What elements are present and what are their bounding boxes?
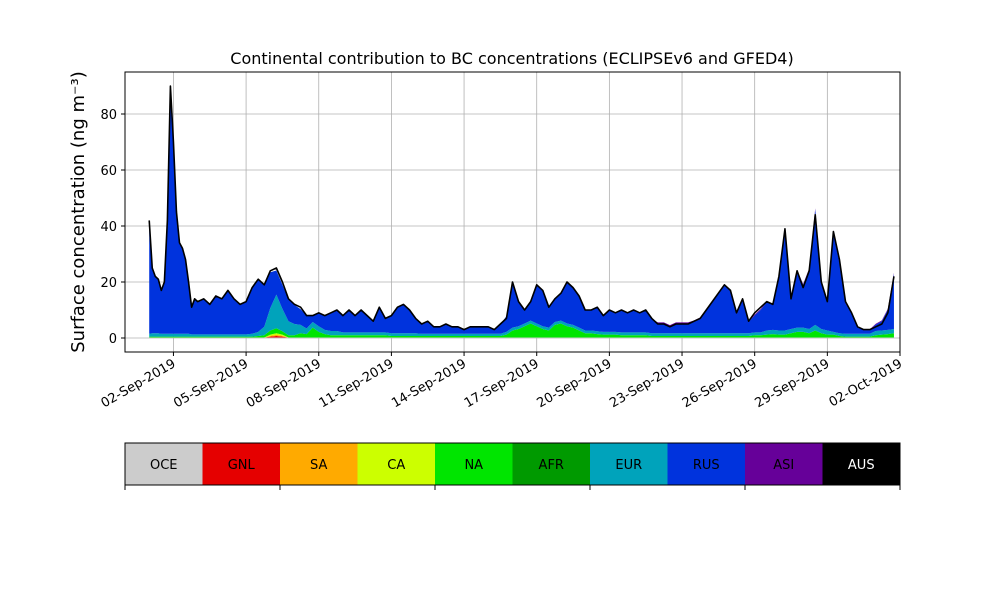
legend-swatch-rus [667, 443, 746, 485]
legend-label-eur: EUR [615, 458, 642, 473]
y-tick-label: 20 [100, 276, 117, 291]
total-line [148, 85, 895, 331]
x-tick-label: 11-Sep-2019 [317, 356, 397, 411]
legend-label-rus: RUS [693, 458, 720, 473]
legend-swatch-eur [590, 443, 668, 485]
y-tick-label: 40 [100, 220, 117, 235]
legend-label-sa: SA [310, 458, 327, 473]
legend-frame [124, 442, 901, 486]
x-tick-label: 14-Sep-2019 [389, 356, 469, 411]
plot-area: 0 20 40 60 80 02-Sep-201905-Sep-201908-Sep-20… [99, 71, 905, 411]
x-tick-label: 08-Sep-2019 [244, 356, 324, 411]
legend-label-oce: OCE [150, 458, 178, 473]
legend-swatch-sa [280, 443, 358, 485]
y-tick-label: 0 [109, 332, 117, 347]
legend-swatch-aus [822, 443, 901, 485]
axes-frame [124, 71, 901, 353]
x-tick-label: 02-Sep-2019 [99, 356, 179, 411]
y-tick-label: 60 [100, 164, 117, 179]
legend-swatch-oce [125, 443, 203, 485]
stacked-areas [148, 85, 895, 338]
legend-label-gnl: GNL [228, 458, 256, 473]
x-tick-label: 05-Sep-2019 [171, 356, 251, 411]
chart-title: Continental contribution to BC concentra… [230, 49, 793, 68]
area-na [149, 323, 894, 338]
legend-label-afr: AFR [539, 458, 564, 473]
x-tick-label: 29-Sep-2019 [753, 356, 833, 411]
legend-swatch-ca [357, 443, 436, 485]
area-oce [149, 337, 894, 338]
legend-swatch-na [435, 443, 513, 485]
legend-label-ca: CA [387, 458, 405, 473]
legend-colorbar: OCE GNL SA CA NA AFR EUR RUS ASI AUS [124, 442, 901, 490]
x-tick-label: 17-Sep-2019 [462, 356, 542, 411]
y-axis-label: Surface concentration (ng m⁻³) [68, 71, 89, 353]
legend-swatch-gnl [202, 443, 281, 485]
legend-label-asi: ASI [773, 458, 794, 473]
legend-swatch-afr [512, 443, 591, 485]
legend-label-aus: AUS [848, 458, 875, 473]
legend-swatch-asi [745, 443, 823, 485]
area-rus [149, 86, 894, 335]
x-tick-label: 26-Sep-2019 [680, 356, 760, 411]
x-tick-label: 02-Oct-2019 [827, 356, 905, 410]
y-tick-label: 80 [100, 108, 117, 123]
legend-label-na: NA [464, 458, 483, 473]
x-tick-label: 20-Sep-2019 [535, 356, 615, 411]
x-tick-label: 23-Sep-2019 [607, 356, 687, 411]
area-eur [149, 294, 894, 337]
